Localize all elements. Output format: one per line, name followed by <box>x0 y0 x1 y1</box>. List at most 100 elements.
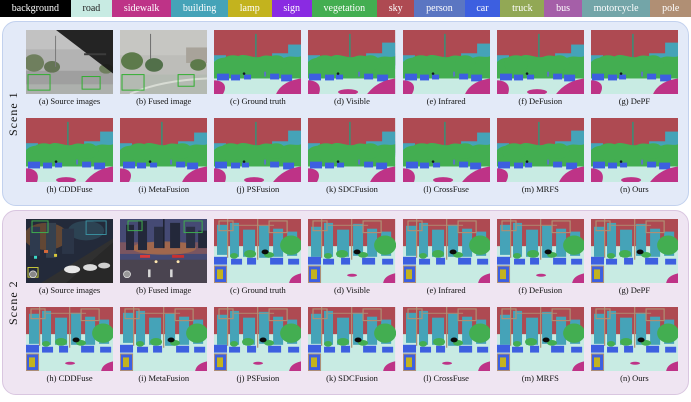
figure-panel: (f) DeFusion <box>496 219 584 305</box>
panel-caption: (i) MetaFusion <box>138 372 190 383</box>
figure-panel: (f) DeFusion <box>496 30 584 116</box>
figure-panel: (a) Source images <box>26 30 114 116</box>
segmentation-map <box>402 117 490 182</box>
segmentation-map <box>26 117 114 182</box>
figure-panel: (a) Source images <box>26 219 114 305</box>
figure-panel: (c) Ground truth <box>214 30 302 116</box>
panel-caption: (f) DeFusion <box>518 285 563 295</box>
segmentation-map <box>120 306 208 371</box>
legend-item-pole: pole <box>650 0 691 17</box>
scene-2-label: Scene 2 <box>6 280 20 325</box>
segmentation-map <box>120 117 208 182</box>
panel-caption: (c) Ground truth <box>229 285 286 295</box>
figure-panel: (g) DePF <box>590 30 678 116</box>
panel-caption: (j) PSFusion <box>236 183 280 194</box>
scene-1-box: Scene 1 (a) Source images (b) Fused image… <box>2 21 689 206</box>
legend-item-background: background <box>0 0 71 17</box>
segmentation-map <box>402 306 490 371</box>
figure-panel: (i) MetaFusion <box>120 306 208 393</box>
panel-caption: (f) DeFusion <box>518 96 563 106</box>
segmentation-map <box>308 30 396 94</box>
source-image <box>26 30 114 94</box>
panel-caption: (a) Source images <box>38 96 101 106</box>
figure-panel: (d) Visible <box>308 219 396 305</box>
panel-caption: (m) MRFS <box>521 183 559 194</box>
figure-panel: (l) CrossFuse <box>402 306 490 393</box>
panel-caption: (n) Ours <box>620 372 649 383</box>
legend-item-road: road <box>70 0 113 17</box>
legend-item-car: car <box>464 0 501 17</box>
segmentation-map <box>496 30 584 94</box>
figure-panel: (b) Fused image <box>120 219 208 305</box>
legend-item-sky: sky <box>376 0 415 17</box>
panel-caption: (d) Visible <box>334 96 370 106</box>
segmentation-map <box>590 306 678 371</box>
figure-panel: (k) SDCFusion <box>308 306 396 393</box>
figure-panel: (k) SDCFusion <box>308 117 396 204</box>
panel-caption: (k) SDCFusion <box>326 372 378 383</box>
panel-caption: (a) Source images <box>38 285 101 295</box>
segmentation-map <box>496 219 584 283</box>
panel-caption: (b) Fused image <box>136 285 192 295</box>
figure-panel: (d) Visible <box>308 30 396 116</box>
figure-panel: (h) CDDFuse <box>26 306 114 393</box>
panel-caption: (j) PSFusion <box>236 372 280 383</box>
scene-2-grid: (a) Source images (b) Fused image (c) Grou… <box>24 211 688 394</box>
figure-panel: (h) CDDFuse <box>26 117 114 204</box>
panel-caption: (g) DePF <box>618 285 651 295</box>
panel-caption: (i) MetaFusion <box>138 183 190 194</box>
figure-panel: (i) MetaFusion <box>120 117 208 204</box>
scene-2-box: Scene 2 (a) Source images (b) Fused image… <box>2 210 689 395</box>
panel-caption: (e) Infrared <box>426 285 466 295</box>
segmentation-map <box>214 117 302 182</box>
segmentation-map <box>308 219 396 283</box>
figure-panel: (n) Ours <box>590 306 678 393</box>
source-image <box>26 219 114 283</box>
segmentation-map <box>496 117 584 182</box>
figure-panel: (e) Infrared <box>402 30 490 116</box>
legend-item-person: person <box>414 0 465 17</box>
legend-item-sign: sign <box>271 0 312 17</box>
legend-bar: background road sidewalk building lamp sign ve… <box>0 0 691 17</box>
panel-caption: (k) SDCFusion <box>326 183 378 194</box>
panel-caption: (l) CrossFuse <box>423 372 469 383</box>
scene-1-label: Scene 1 <box>6 91 20 136</box>
legend-item-lamp: lamp <box>228 0 272 17</box>
figure-panel: (b) Fused image <box>120 30 208 116</box>
legend-item-motorcycle: motorcycle <box>581 0 651 17</box>
panel-caption: (h) CDDFuse <box>46 183 93 194</box>
panel-caption: (b) Fused image <box>136 96 192 106</box>
legend-item-sidewalk: sidewalk <box>112 0 172 17</box>
figure-panel: (j) PSFusion <box>214 306 302 393</box>
figure-panel: (g) DePF <box>590 219 678 305</box>
figure-panel: (m) MRFS <box>496 306 584 393</box>
segmentation-map <box>308 117 396 182</box>
panel-caption: (c) Ground truth <box>229 96 286 106</box>
figure-panel: (j) PSFusion <box>214 117 302 204</box>
panel-caption: (d) Visible <box>334 285 370 295</box>
scene-1-grid: (a) Source images (b) Fused image (c) Grou… <box>24 22 688 205</box>
legend-item-bus: bus <box>544 0 582 17</box>
segmentation-map <box>496 306 584 371</box>
segmentation-map <box>402 30 490 94</box>
segmentation-map <box>214 219 302 283</box>
segmentation-map <box>590 30 678 94</box>
segmentation-map <box>590 219 678 283</box>
legend-item-vegetation: vegetation <box>311 0 377 17</box>
segmentation-map <box>26 306 114 371</box>
segmentation-map <box>402 219 490 283</box>
panel-caption: (e) Infrared <box>426 96 466 106</box>
panel-caption: (g) DePF <box>618 96 651 106</box>
segmentation-map <box>590 117 678 182</box>
panel-caption: (n) Ours <box>620 183 649 194</box>
fused-image <box>120 30 208 94</box>
legend-item-truck: truck <box>500 0 545 17</box>
panel-caption: (l) CrossFuse <box>423 183 469 194</box>
segmentation-map <box>308 306 396 371</box>
legend-item-building: building <box>171 0 229 17</box>
segmentation-map <box>214 306 302 371</box>
figure-panel: (l) CrossFuse <box>402 117 490 204</box>
panel-caption: (h) CDDFuse <box>46 372 93 383</box>
segmentation-map <box>214 30 302 94</box>
